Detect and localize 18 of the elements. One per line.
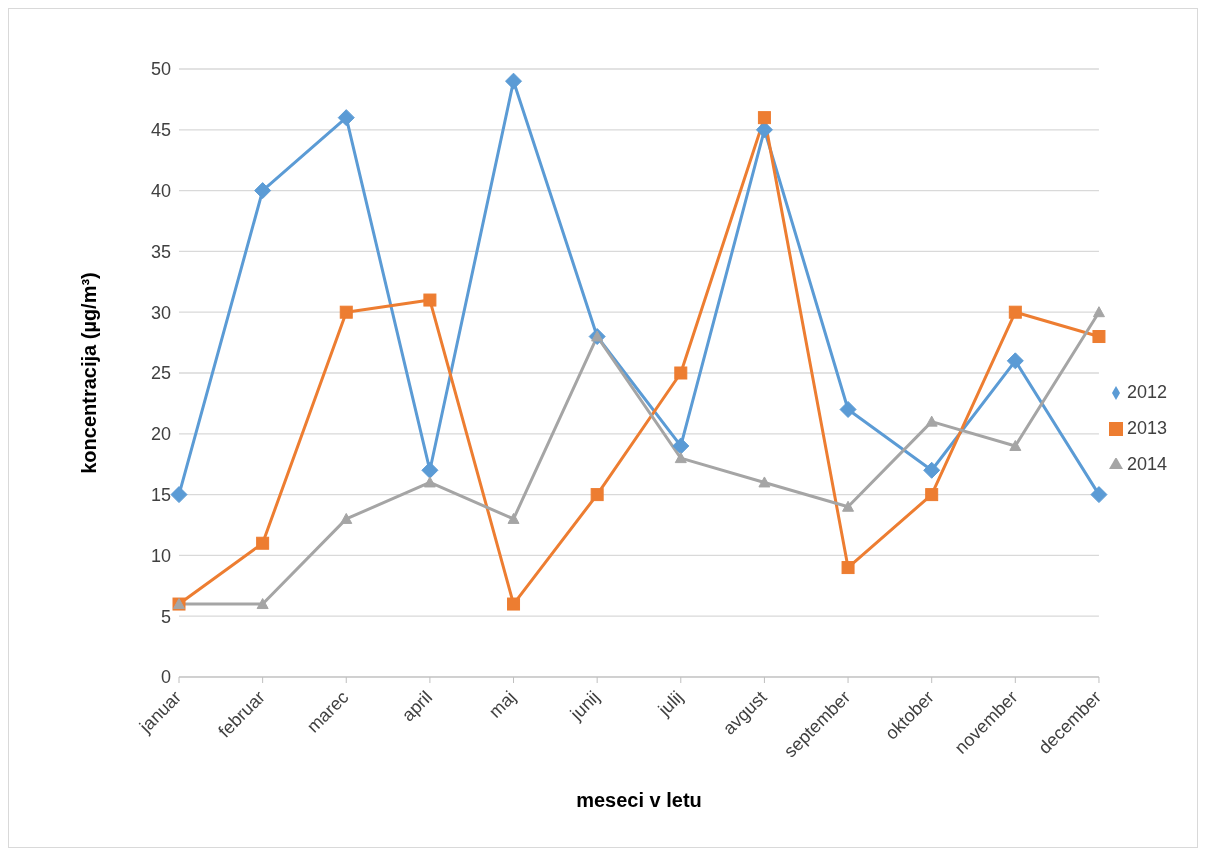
legend-label: 2014 [1126,454,1167,474]
x-tick-label: julij [653,687,687,721]
y-tick-label: 25 [150,363,171,384]
y-tick-label: 20 [150,424,171,445]
y-tick-label: 30 [150,302,171,323]
y-tick-label: 5 [160,606,171,627]
y-tick-label: 15 [150,484,171,505]
y-tick-label: 50 [150,59,171,80]
y-tick-label: 10 [150,545,171,566]
x-axis-title: meseci v letu [576,789,702,811]
legend-label: 2013 [1126,418,1167,438]
y-axis-title: koncentracija (µg/m³) [78,272,101,474]
y-tick-label: 40 [150,180,171,201]
y-tick-label: 45 [150,120,171,141]
y-tick-label: 35 [150,241,171,262]
y-tick-label: 0 [160,667,171,688]
x-tick-label: maj [485,687,520,722]
legend-label: 2012 [1126,382,1167,402]
